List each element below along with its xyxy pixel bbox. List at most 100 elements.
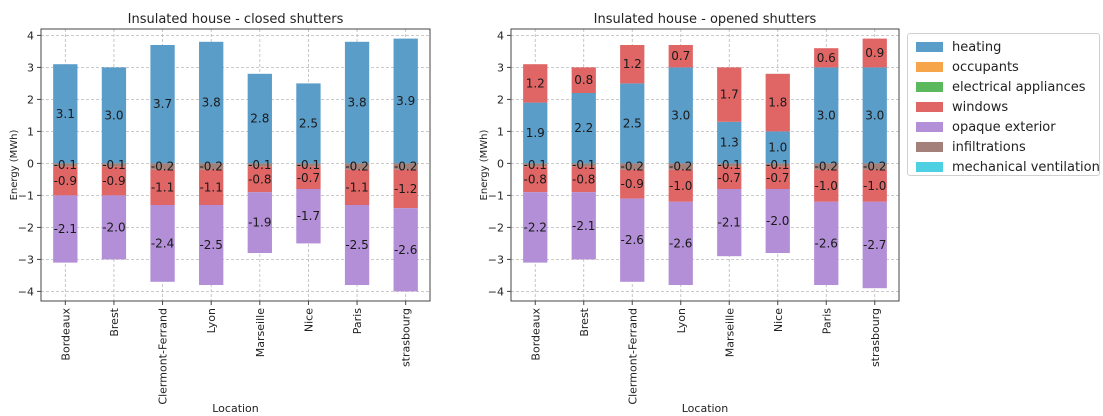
data-label: -0.8 (248, 172, 271, 186)
data-label: -2.1 (572, 219, 595, 233)
y-tick-label: 2 (27, 93, 34, 106)
y-tick-label: 0 (497, 157, 504, 170)
data-label: 1.8 (768, 96, 787, 110)
x-tick-label: Nice (302, 308, 315, 332)
legend-item-occupants: occupants (916, 58, 1019, 76)
data-label: 1.2 (526, 76, 545, 90)
data-label: -1.0 (863, 179, 886, 193)
data-label: -2.1 (54, 222, 77, 236)
data-label: -2.4 (151, 236, 174, 250)
data-label: 3.9 (396, 94, 415, 108)
x-tick-label: strasbourg (400, 308, 413, 367)
y-tick-label: 4 (27, 29, 34, 42)
legend-swatch-occupants (916, 62, 943, 72)
axes-frame (511, 29, 899, 301)
data-label: -0.2 (815, 160, 838, 174)
data-label: -2.6 (621, 233, 644, 247)
y-tick-label: −1 (488, 189, 504, 202)
x-tick-label: Bordeaux (59, 308, 72, 361)
y-tick-label: 1 (497, 125, 504, 138)
data-label: -0.2 (394, 160, 417, 174)
legend-swatch-infiltrations (916, 142, 943, 152)
y-tick-label: −2 (18, 221, 34, 234)
data-label: -2.6 (815, 236, 838, 250)
data-label: -0.1 (572, 158, 595, 172)
x-tick-label: Bordeaux (529, 308, 542, 361)
data-label: 2.2 (574, 121, 593, 135)
y-tick-label: −3 (18, 253, 34, 266)
data-label: 1.7 (720, 88, 739, 102)
x-tick-label: Brest (578, 307, 591, 336)
legend-label: mechanical ventilation (952, 160, 1100, 175)
chart-title: Insulated house - closed shutters (128, 12, 344, 27)
y-tick-label: −1 (18, 189, 34, 202)
data-label: 1.3 (720, 136, 739, 150)
y-tick-label: 3 (27, 61, 34, 74)
data-label: -0.7 (718, 171, 741, 185)
chart-legend: heating occupants electrical appliances … (907, 33, 1100, 176)
data-label: -0.2 (199, 160, 222, 174)
data-label: 3.0 (817, 108, 836, 122)
data-label: -1.0 (815, 179, 838, 193)
chart-title: Insulated house - opened shutters (594, 12, 817, 27)
x-tick-label: Paris (820, 308, 833, 334)
legend-item-mechanical-ventilation: mechanical ventilation (916, 158, 1100, 176)
legend-label: heating (952, 40, 1001, 55)
data-label: 2.8 (250, 112, 269, 126)
y-tick-label: 0 (27, 157, 34, 170)
legend-item-opaque-exterior: opaque exterior (916, 118, 1056, 136)
legend-label: opaque exterior (952, 120, 1056, 135)
data-label: -0.2 (151, 160, 174, 174)
data-label: -0.9 (102, 174, 125, 188)
data-label: -2.0 (102, 220, 125, 234)
y-tick-label: 1 (27, 125, 34, 138)
data-label: -1.1 (199, 180, 222, 194)
data-label: -0.9 (54, 174, 77, 188)
data-label: -0.2 (345, 160, 368, 174)
chart-panel-2: 1.9 2.2 2.53.01.3 1.03.0 3.01.2 0.81.20.71.71… (479, 12, 899, 415)
data-label: -2.1 (718, 216, 741, 230)
legend-item-electrical-appliances: electrical appliances (916, 78, 1086, 96)
data-label: -1.7 (297, 209, 320, 223)
chart-panel-1: 3.1 3.03.7 3.82.8 2.53.8 3.9-0.1 -0.1 -0.2 -0.2… (9, 12, 430, 415)
data-label: 3.7 (153, 97, 172, 111)
y-tick-label: 4 (497, 29, 504, 42)
x-tick-label: Lyon (205, 308, 218, 333)
x-tick-label: Clermont-Ferrand (626, 308, 639, 405)
x-tick-label: Paris (351, 308, 364, 334)
data-label: -1.9 (248, 216, 271, 230)
data-label: -0.1 (54, 158, 77, 172)
data-label: -0.1 (248, 158, 271, 172)
data-label: 0.8 (574, 73, 593, 87)
data-label: -2.2 (524, 220, 547, 234)
data-label: 0.6 (817, 51, 836, 65)
data-label: -1.2 (394, 182, 417, 196)
data-label: 3.0 (671, 108, 690, 122)
data-label: -0.7 (297, 171, 320, 185)
legend-label: electrical appliances (952, 80, 1086, 95)
data-label: 3.8 (202, 96, 221, 110)
x-tick-label: Lyon (675, 308, 688, 333)
legend-item-infiltrations: infiltrations (916, 138, 1026, 156)
data-label: 3.8 (348, 96, 367, 110)
legend-label: infiltrations (952, 140, 1026, 155)
y-axis-label: Energy (MWh) (479, 129, 490, 200)
data-label: -0.7 (766, 171, 789, 185)
x-tick-label: Nice (772, 308, 785, 332)
data-label: -2.5 (199, 238, 222, 252)
data-label: -0.2 (863, 160, 886, 174)
data-label: 0.7 (671, 49, 690, 63)
y-tick-label: 2 (497, 93, 504, 106)
data-label: 2.5 (299, 116, 318, 130)
legend-label: occupants (952, 60, 1019, 75)
x-tick-label: Marseille (254, 308, 267, 357)
data-label: -0.8 (524, 172, 547, 186)
y-tick-label: −4 (488, 285, 504, 298)
y-tick-label: −3 (488, 253, 504, 266)
axes-frame (41, 29, 430, 301)
x-axis-label: Location (682, 402, 729, 415)
x-tick-label: Brest (108, 307, 121, 336)
x-tick-label: Clermont-Ferrand (157, 308, 170, 405)
data-label: -1.1 (151, 180, 174, 194)
x-axis-label: Location (212, 402, 259, 415)
